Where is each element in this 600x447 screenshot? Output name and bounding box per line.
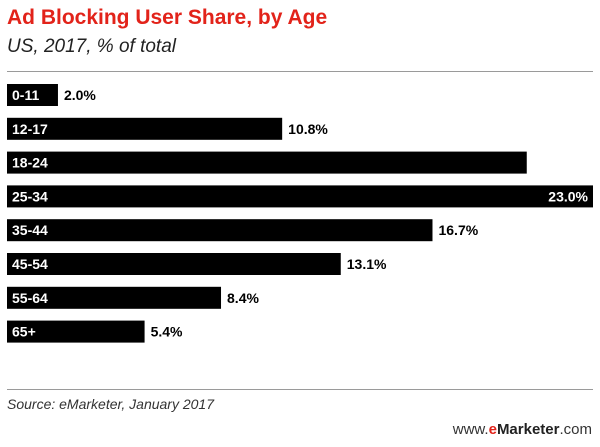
top-divider bbox=[7, 71, 593, 72]
source-note: Source: eMarketer, January 2017 bbox=[7, 396, 215, 412]
value-label-65plus: 5.4% bbox=[151, 324, 183, 340]
category-label-55-64: 55-64 bbox=[12, 290, 48, 306]
category-label-12-17: 12-17 bbox=[12, 121, 48, 137]
bar-group-0-11: 0-11 2.0% bbox=[7, 84, 96, 106]
bar-0-11 bbox=[7, 84, 58, 106]
bar-group-35-44: 35-44 16.7% bbox=[7, 219, 479, 242]
bar-group-25-34: 25-34 23.0% bbox=[7, 185, 593, 208]
category-label-35-44: 35-44 bbox=[12, 222, 48, 238]
value-label-0-11: 2.0% bbox=[64, 87, 96, 103]
bar-12-17 bbox=[7, 117, 283, 140]
value-label-18-24: 20.4% bbox=[482, 155, 522, 171]
chart-title: Ad Blocking User Share, by Age bbox=[7, 6, 328, 29]
category-label-0-11: 0-11 bbox=[12, 87, 39, 103]
value-label-25-34: 23.0% bbox=[548, 188, 588, 204]
value-label-55-64: 8.4% bbox=[227, 290, 259, 306]
value-label-12-17: 10.8% bbox=[288, 121, 328, 137]
bar-55-64 bbox=[7, 286, 222, 309]
category-label-18-24: 18-24 bbox=[12, 155, 48, 171]
bar-group-55-64: 55-64 8.4% bbox=[7, 286, 259, 309]
category-label-25-34: 25-34 bbox=[12, 188, 48, 204]
bar-45-54 bbox=[7, 253, 341, 275]
bar-group-65plus: 65+ 5.4% bbox=[7, 320, 183, 343]
bar-group-12-17: 12-17 10.8% bbox=[7, 117, 328, 140]
value-label-45-54: 13.1% bbox=[347, 256, 387, 272]
bar-group-18-24: 18-24 20.4% bbox=[7, 151, 527, 174]
bottom-divider bbox=[7, 389, 593, 390]
emarketer-logo: www.eMarketer.com bbox=[453, 421, 592, 438]
chart-subtitle: US, 2017, % of total bbox=[7, 36, 176, 57]
category-label-45-54: 45-54 bbox=[12, 256, 48, 272]
bar-25-34 bbox=[7, 185, 593, 208]
bar-18-24 bbox=[7, 151, 527, 174]
category-label-65plus: 65+ bbox=[12, 324, 36, 340]
brand-prefix: www. bbox=[452, 421, 489, 438]
bar-35-44 bbox=[7, 219, 433, 242]
brand-e: e bbox=[488, 421, 497, 438]
value-label-35-44: 16.7% bbox=[438, 222, 478, 238]
bar-group-45-54: 45-54 13.1% bbox=[7, 253, 387, 275]
brand-suffix: .com bbox=[559, 421, 592, 438]
brand-name: Marketer bbox=[496, 421, 560, 438]
bar-65plus bbox=[7, 320, 145, 343]
